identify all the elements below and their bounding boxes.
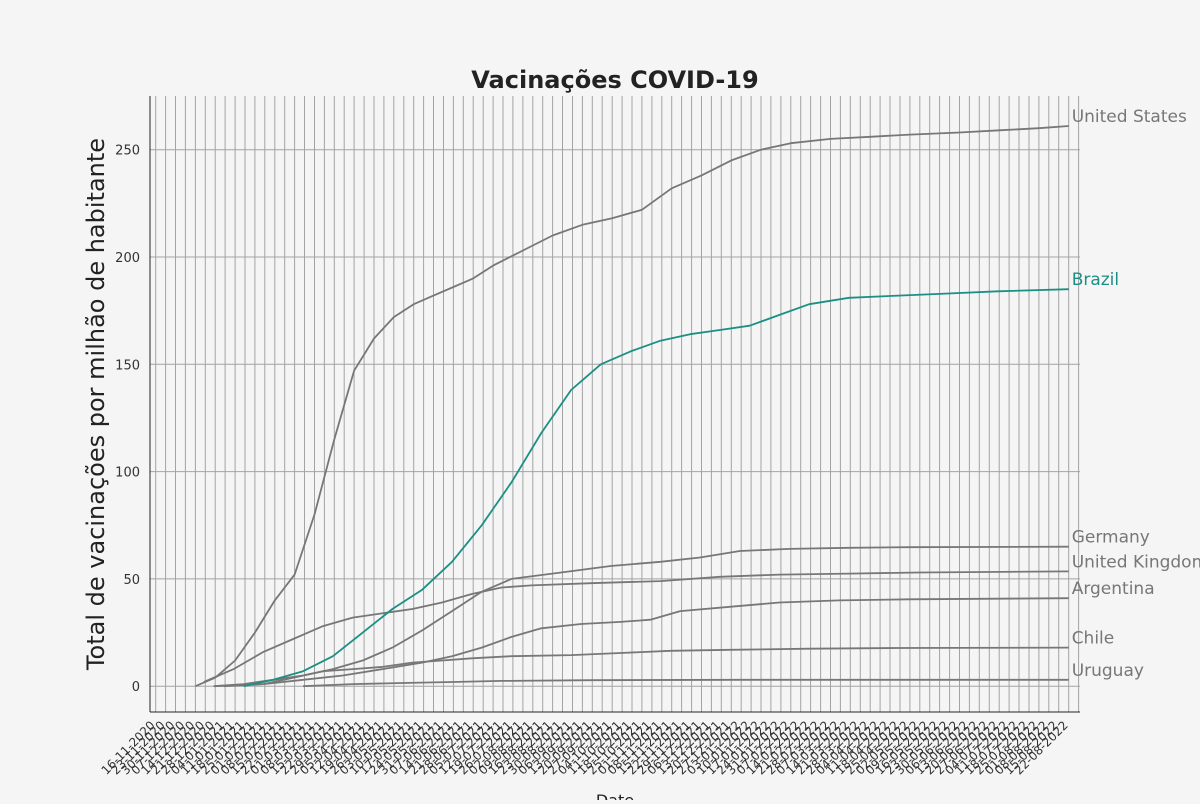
series-line-uruguay <box>303 678 1069 688</box>
series-lines <box>195 125 1069 688</box>
series-line-united-states <box>195 125 1069 688</box>
series-label-united-kingdom: United Kingdom <box>1072 552 1200 572</box>
y-axis-label: Total de vacinações por milhão de habita… <box>82 138 110 671</box>
series-line-germany <box>213 545 1069 688</box>
y-tick-label: 200 <box>115 251 140 266</box>
series-line-chile <box>213 646 1069 688</box>
series-label-brazil: Brazil <box>1072 270 1119 290</box>
series-label-argentina: Argentina <box>1072 579 1155 599</box>
series-line-argentina <box>223 597 1069 688</box>
axes <box>149 96 1080 713</box>
y-tick-label: 100 <box>115 466 140 481</box>
series-line-united-kingdom <box>203 570 1069 683</box>
x-axis-label: Date <box>596 791 634 800</box>
series-end-labels: United States Brazil Germany United Kingdom… <box>1072 107 1200 681</box>
x-tick-labels: 16-11-202023-11-202030-11-202007-12-2020… <box>99 718 1071 777</box>
series-label-uruguay: Uruguay <box>1072 661 1144 681</box>
chart-title: Vacinações COVID-19 <box>471 66 758 94</box>
series-label-germany: Germany <box>1072 528 1150 548</box>
y-tick-label: 50 <box>123 573 140 588</box>
y-tick-label: 0 <box>132 680 140 695</box>
series-label-united-states: United States <box>1072 107 1187 127</box>
y-tick-labels: 0 50 100 150 200 250 <box>115 144 140 696</box>
series-line-brazil <box>243 288 1069 688</box>
series-label-chile: Chile <box>1072 629 1115 649</box>
grid-lines <box>150 96 1080 712</box>
y-tick-label: 150 <box>115 358 140 373</box>
y-tick-label: 250 <box>115 144 140 159</box>
